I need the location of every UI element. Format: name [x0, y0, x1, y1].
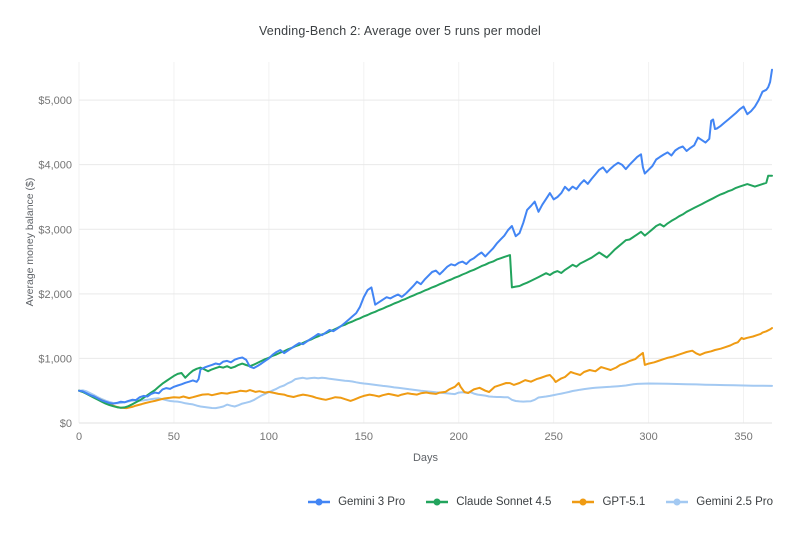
legend-item-gpt-5-1[interactable]: GPT-5.1: [571, 496, 645, 508]
x-tick-labels: 0 50 100 150 200 250 300 350: [76, 431, 753, 443]
x-axis-title: Days: [412, 452, 439, 464]
svg-text:$5,000: $5,000: [38, 95, 72, 107]
legend-item-claude-sonnet-4-5[interactable]: Claude Sonnet 4.5: [425, 496, 551, 508]
svg-text:$4,000: $4,000: [38, 160, 72, 172]
svg-text:100: 100: [260, 431, 278, 443]
legend-item-gemini-3-pro[interactable]: Gemini 3 Pro: [307, 496, 405, 508]
series-lines: [78, 68, 773, 410]
gridlines: [78, 62, 772, 424]
legend-label: Claude Sonnet 4.5: [456, 496, 552, 508]
chart-title: Vending-Bench 2: Average over 5 runs per…: [258, 24, 542, 38]
svg-text:150: 150: [355, 431, 373, 443]
svg-text:$3,000: $3,000: [38, 224, 72, 236]
legend-item-gemini-2-5-pro[interactable]: Gemini 2.5 Pro: [665, 496, 773, 508]
svg-text:$0: $0: [60, 418, 72, 430]
chart-legend: Gemini 3 Pro Claude Sonnet 4.5 GPT-5.1 G…: [307, 496, 773, 508]
y-tick-labels: $0 $1,000 $2,000 $3,000 $4,000 $5,000: [38, 95, 72, 430]
svg-text:350: 350: [734, 431, 752, 443]
line-marker-icon: [666, 498, 689, 506]
svg-text:200: 200: [450, 431, 468, 443]
svg-text:300: 300: [639, 431, 657, 443]
svg-text:$1,000: $1,000: [38, 353, 72, 365]
legend-label: Gemini 2.5 Pro: [696, 496, 773, 508]
svg-text:250: 250: [544, 431, 562, 443]
line-marker-icon: [572, 498, 595, 506]
line-marker-icon: [426, 498, 449, 506]
legend-label: Gemini 3 Pro: [338, 496, 406, 508]
series-line-gemini-2-5-pro: [78, 376, 773, 410]
series-line-claude-sonnet-4-5: [78, 174, 773, 409]
svg-text:50: 50: [168, 431, 180, 443]
svg-text:0: 0: [76, 431, 82, 443]
svg-text:$2,000: $2,000: [38, 289, 72, 301]
series-line-gpt-5-1: [78, 327, 773, 410]
series-line-gemini-3-pro: [78, 68, 773, 405]
legend-label: GPT-5.1: [602, 496, 646, 508]
line-marker-icon: [308, 498, 331, 506]
